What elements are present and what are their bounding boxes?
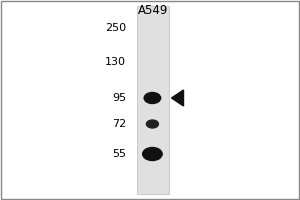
Bar [136,6,169,194]
Text: 55: 55 [112,149,126,159]
Text: A549: A549 [138,4,168,18]
Text: 95: 95 [112,93,126,103]
Text: 130: 130 [105,57,126,67]
Text: 72: 72 [112,119,126,129]
Ellipse shape [144,92,161,104]
Text: 250: 250 [105,23,126,33]
Ellipse shape [143,148,162,160]
Polygon shape [172,90,184,106]
Ellipse shape [146,120,158,128]
